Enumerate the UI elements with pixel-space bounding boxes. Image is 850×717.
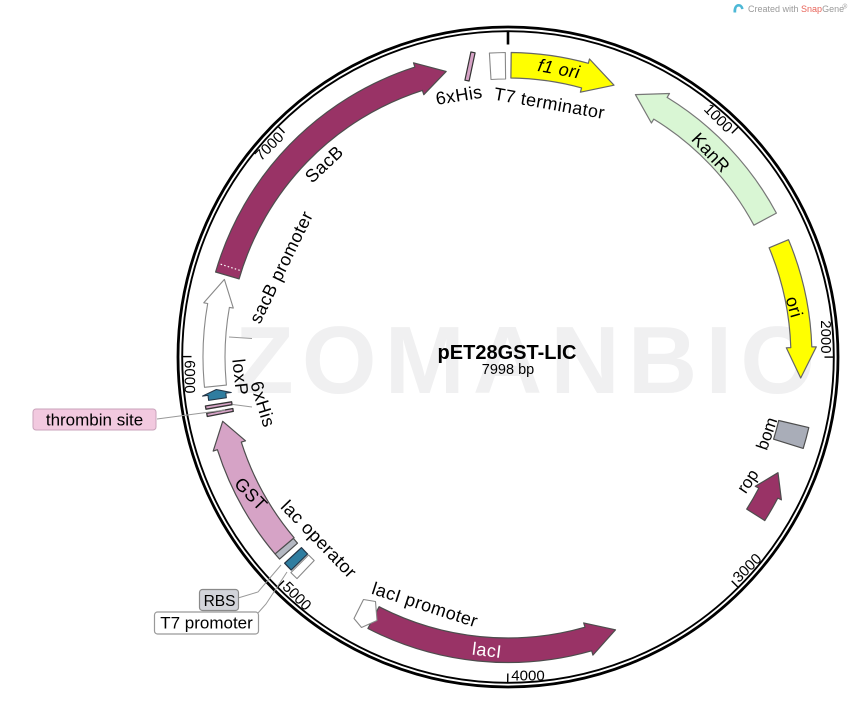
svg-text:pET28GST-LIC: pET28GST-LIC xyxy=(438,342,577,364)
svg-text:2000: 2000 xyxy=(817,320,834,353)
svg-text:7998 bp: 7998 bp xyxy=(482,362,534,378)
svg-text:Created with SnapGene: Created with SnapGene xyxy=(748,4,844,14)
svg-text:loxP: loxP xyxy=(228,358,252,397)
svg-text:RBS: RBS xyxy=(204,593,236,610)
svg-text:6000: 6000 xyxy=(181,360,198,393)
svg-text:4000: 4000 xyxy=(511,667,544,684)
svg-text:®: ® xyxy=(843,3,848,11)
svg-text:thrombin site: thrombin site xyxy=(46,410,143,429)
svg-text:lacI: lacI xyxy=(471,639,503,662)
svg-text:T7 promoter: T7 promoter xyxy=(160,613,253,632)
